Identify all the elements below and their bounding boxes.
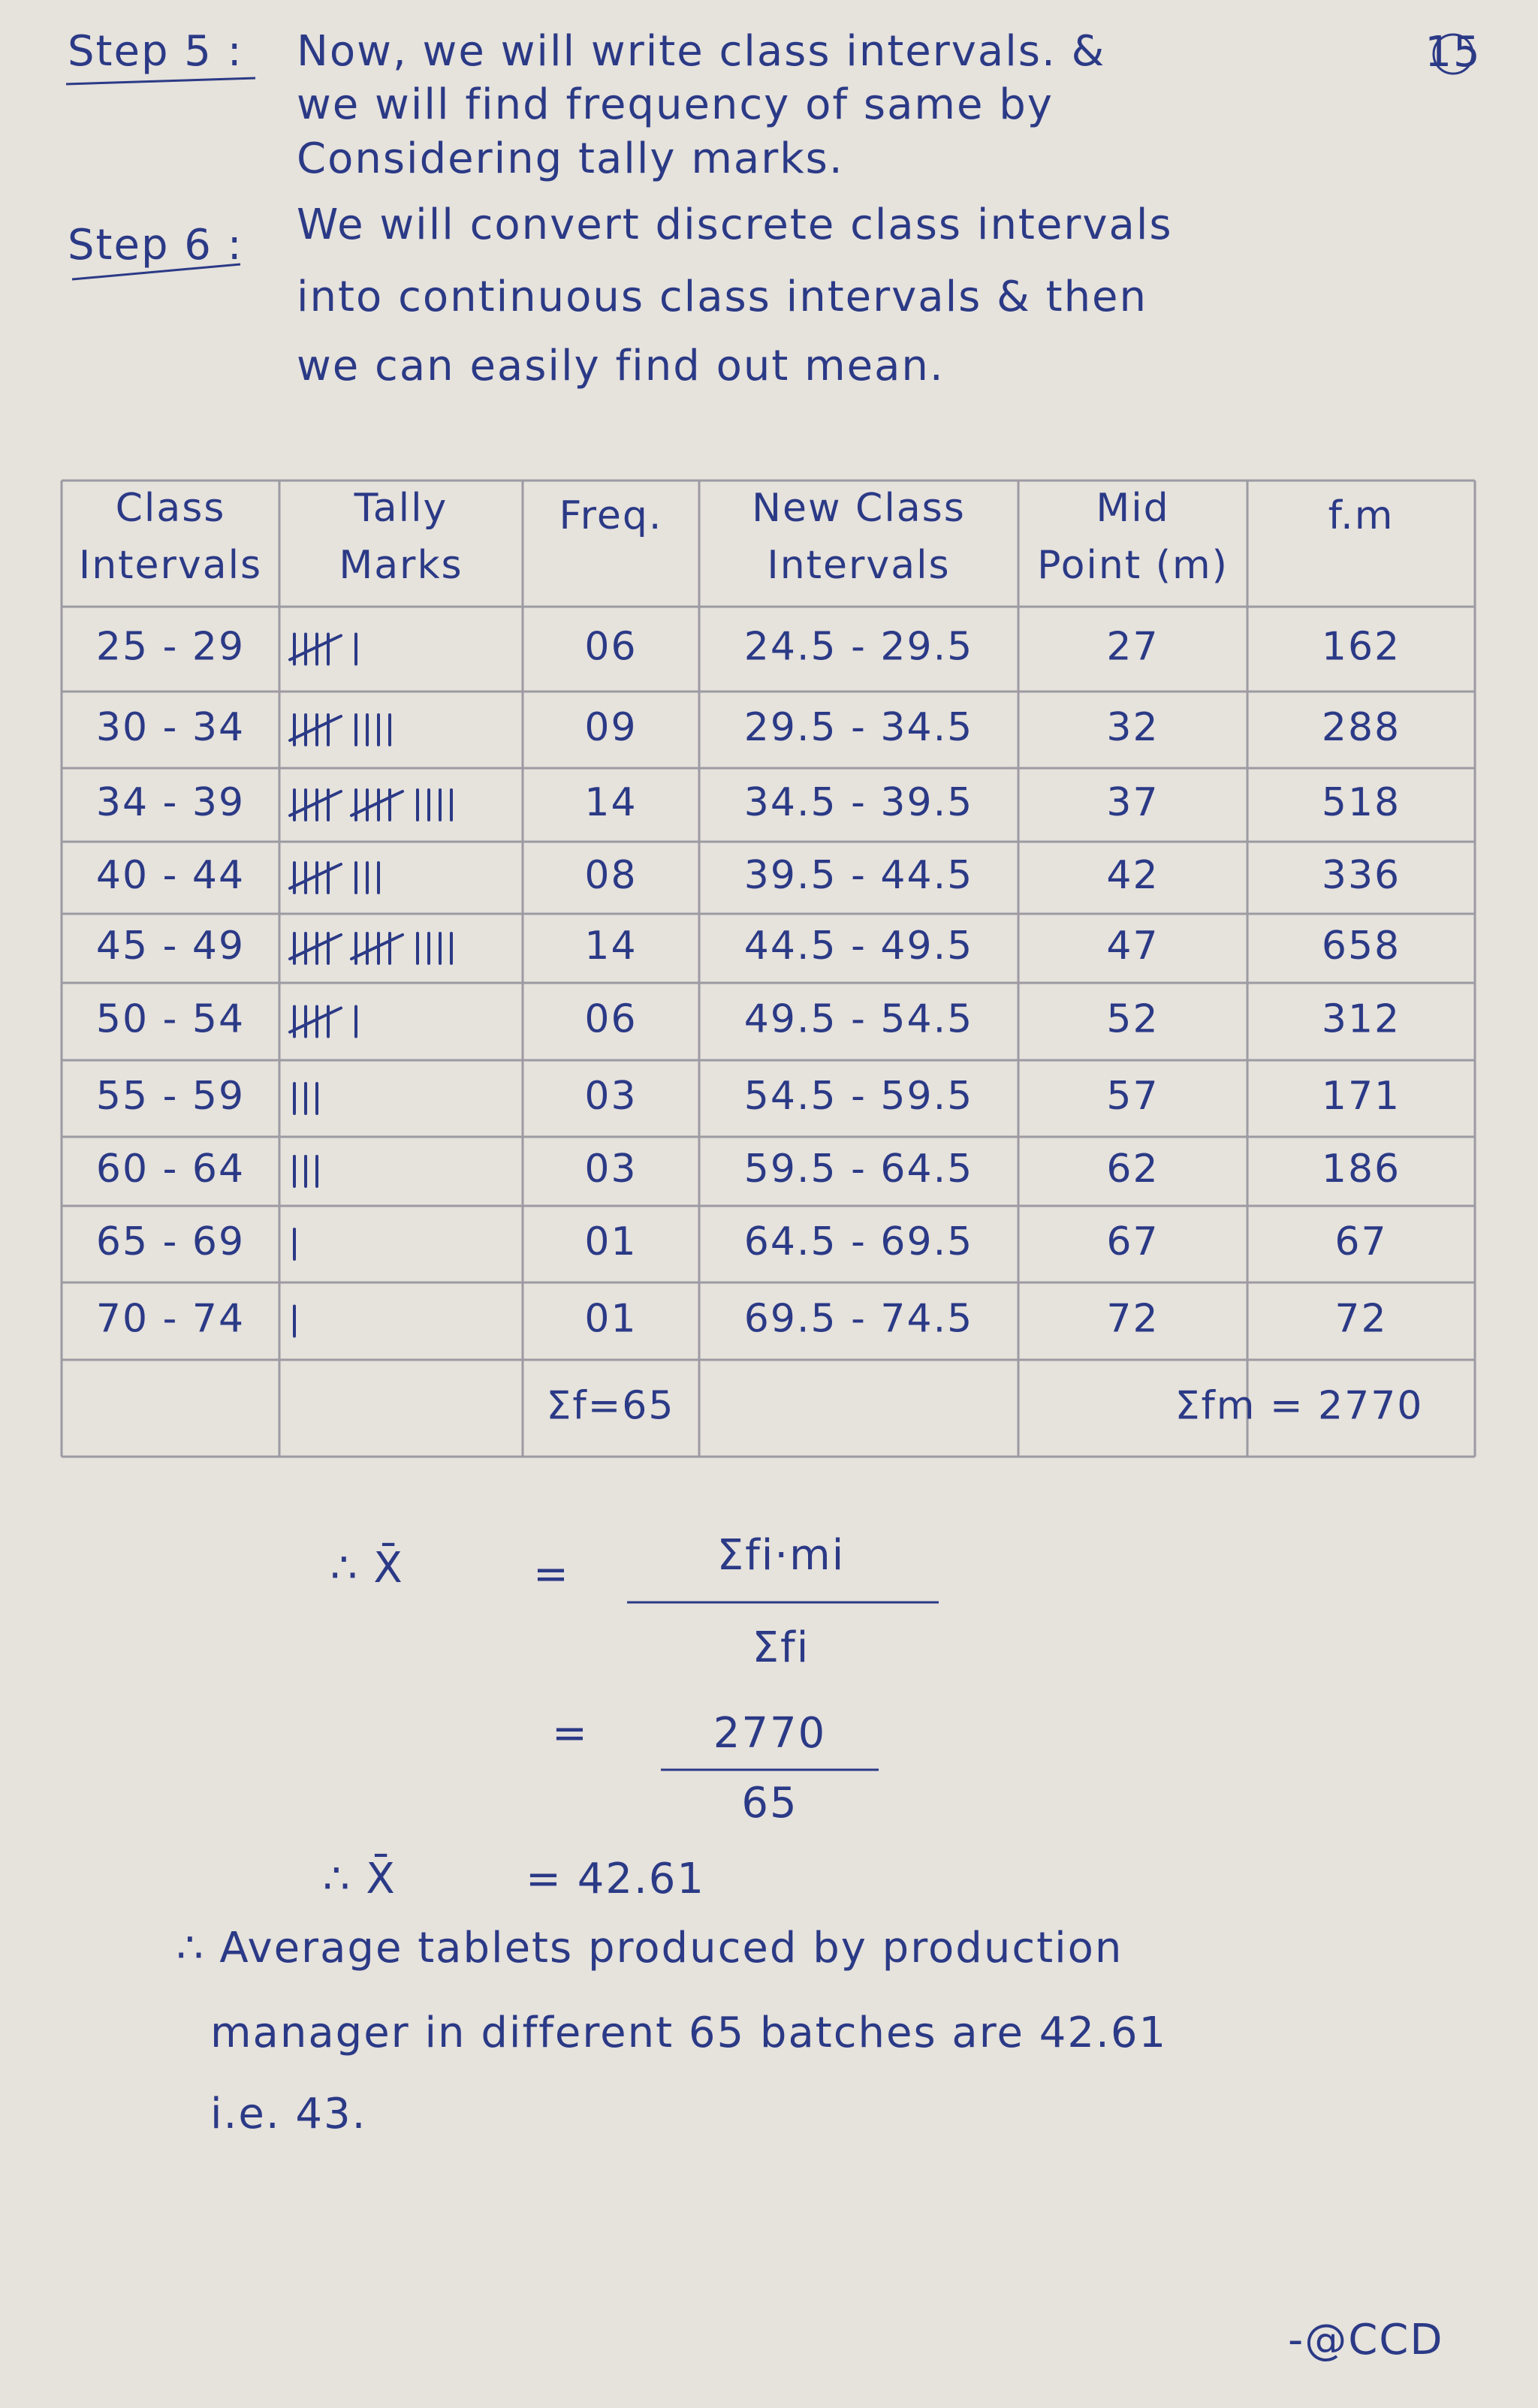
table-header: Marks [339,543,463,588]
table-cell: 29.5 - 34.5 [744,705,973,750]
table-cell: 658 [1322,924,1401,969]
step-text: we can easily find out mean. [297,342,945,390]
signature: -@CCD [1288,2316,1444,2364]
tally-marks [288,932,453,965]
page-number-circle [1432,33,1474,75]
page-number: 15 [1425,28,1481,77]
table-cell: 67 [1106,1219,1159,1264]
table-cell: 45 - 49 [96,924,245,969]
table-header: Intervals [79,543,262,588]
table-cell: 03 [584,1147,637,1192]
table-cell: 60 - 64 [96,1147,245,1192]
table-cell: 70 - 74 [96,1297,245,1342]
tally-marks [288,632,357,666]
table-cell: 171 [1322,1074,1401,1119]
tally-marks [288,861,380,894]
numerator: Σfi·mi [717,1531,846,1580]
step-text: Now, we will write class intervals. & [297,27,1105,76]
tally-marks [288,713,391,746]
tally-marks [288,788,453,821]
table-cell: 50 - 54 [96,997,245,1042]
numerator: 2770 [713,1709,827,1758]
table-cell: 72 [1106,1297,1159,1342]
table-header: f.m [1328,493,1395,538]
step-text: We will convert discrete class intervals [297,200,1173,249]
table-header: Tally [354,486,448,531]
table-cell: 59.5 - 64.5 [744,1147,973,1192]
table-cell: 312 [1322,997,1401,1042]
table-cell: 162 [1322,625,1401,670]
table-header: Class [116,486,226,531]
table-cell: 40 - 44 [96,853,245,898]
table-cell: 186 [1322,1147,1401,1192]
step-text: Considering tally marks. [297,134,844,183]
table-cell: 65 - 69 [96,1219,245,1264]
table-cell: 37 [1106,780,1159,825]
table-cell: 01 [584,1297,637,1342]
step-text: into continuous class intervals & then [297,273,1147,321]
denominator: Σfi [752,1623,810,1672]
table-cell: 57 [1106,1074,1159,1119]
equals: = [533,1550,570,1599]
table-cell: 44.5 - 49.5 [744,924,973,969]
table-cell: 27 [1106,625,1159,670]
table-cell: 06 [584,997,637,1042]
table-cell: 06 [584,625,637,670]
result-lhs: ∴ X̄ [323,1855,397,1903]
step-text: we will find frequency of same by [297,80,1054,129]
formula-lhs: ∴ X̄ [330,1544,404,1593]
tally-marks [293,1082,318,1115]
table-header: Intervals [767,543,950,588]
table-cell: 42 [1106,853,1159,898]
table-cell: 14 [584,780,637,825]
table-cell: 72 [1334,1297,1387,1342]
table-cell: 09 [584,705,637,750]
tally-marks [288,1005,357,1038]
table-cell: 14 [584,924,637,969]
table-cell: 288 [1322,705,1401,750]
table-cell: 62 [1106,1147,1159,1192]
table-cell: 55 - 59 [96,1074,245,1119]
underline [71,263,241,281]
conclusion-line: manager in different 65 batches are 42.6… [210,2009,1167,2057]
table-cell: 67 [1334,1219,1387,1264]
result: = 42.61 [526,1855,705,1903]
table-cell: 24.5 - 29.5 [744,625,973,670]
step-label: Step 5 : [68,27,243,76]
table-cell: 34.5 - 39.5 [744,780,973,825]
table-cell: 336 [1322,853,1401,898]
tally-marks [293,1155,318,1188]
table-cell: 47 [1106,924,1159,969]
table-cell: 518 [1322,780,1401,825]
table-header: Point (m) [1037,543,1229,588]
table-cell: 64.5 - 69.5 [744,1219,973,1264]
table-cell: 39.5 - 44.5 [744,853,973,898]
equals: = [552,1709,589,1758]
table-cell: 08 [584,853,637,898]
table-cell: 34 - 39 [96,780,245,825]
table-cell: 03 [584,1074,637,1119]
denominator: 65 [741,1779,798,1828]
conclusion-line: i.e. 43. [210,2090,366,2138]
table-cell: 54.5 - 59.5 [744,1074,973,1119]
table-header: New Class [752,486,966,531]
total-fm: Σfm = 2770 [1175,1384,1424,1429]
table-cell: 69.5 - 74.5 [744,1297,973,1342]
table-cell: 49.5 - 54.5 [744,997,973,1042]
conclusion-line: ∴ Average tablets produced by production [176,1924,1123,1973]
table-cell: 52 [1106,997,1159,1042]
total-frequency: Σf=65 [547,1384,675,1429]
table-header: Mid [1096,486,1169,531]
table-cell: 32 [1106,705,1159,750]
underline [65,77,256,86]
table-cell: 01 [584,1219,637,1264]
table-cell: 30 - 34 [96,705,245,750]
step-label: Step 6 : [68,221,243,270]
table-header: Freq. [559,493,663,538]
table-cell: 25 - 29 [96,625,245,670]
